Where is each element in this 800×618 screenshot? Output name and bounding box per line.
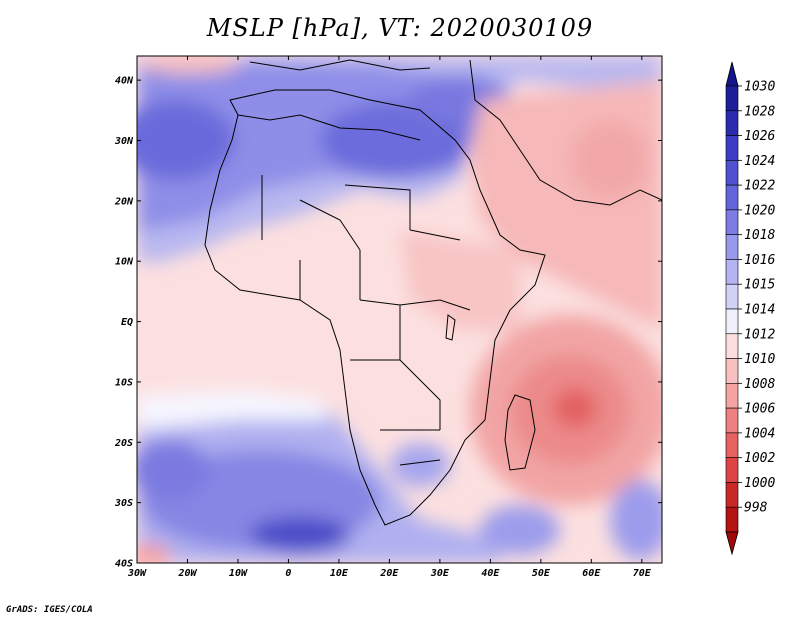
colorbar-label: 1026 — [744, 129, 775, 144]
lat-label: EQ — [121, 317, 133, 328]
lon-label: 30E — [430, 568, 450, 579]
lon-label: 60E — [582, 568, 601, 579]
colorbar-label: 1018 — [744, 228, 775, 243]
lat-label: 20S — [114, 438, 133, 449]
colorbar-swatch — [725, 234, 739, 260]
longitude-axis: 30W 20W 10W 0 10E 20E 30E 40E 50E 60E 70E — [127, 56, 652, 579]
credit-text: GrADS: IGES/COLA — [6, 605, 93, 615]
colorbar-swatch — [725, 333, 739, 359]
plot-frame — [136, 55, 663, 564]
colorbar-label: 1002 — [744, 451, 775, 466]
colorbar-bottom-arrow — [725, 531, 739, 556]
colorbar-swatch — [725, 160, 739, 186]
lon-label: 40E — [481, 568, 500, 579]
colorbar-swatch — [725, 184, 739, 211]
colorbar-swatch — [725, 358, 739, 384]
pressure-field — [137, 56, 662, 563]
colorbar-swatch — [725, 85, 739, 112]
colorbar-swatch — [725, 482, 739, 508]
colorbar-top-arrow — [725, 61, 739, 87]
lat-label: 10N — [115, 257, 134, 268]
colorbar-label: 1015 — [744, 278, 775, 293]
colorbar-label: 1008 — [744, 377, 775, 392]
colorbar-swatch — [725, 259, 739, 285]
colorbar-label: 1024 — [744, 154, 775, 169]
colorbar-label: 1030 — [744, 80, 775, 95]
colorbar-swatch — [725, 407, 739, 434]
colorbar-label: 998 — [744, 501, 768, 516]
lon-label: 70E — [633, 568, 652, 579]
colorbar-swatch — [725, 432, 739, 458]
colorbar-label: 1000 — [744, 476, 775, 491]
colorbar-swatch — [725, 110, 739, 136]
map-title: MSLP [hPa], VT: 2020030109 — [206, 14, 594, 42]
colorbar-swatch — [725, 308, 739, 335]
lat-label: 10S — [115, 377, 133, 388]
colorbar-label: 1022 — [744, 179, 775, 194]
lon-label: 10E — [330, 568, 349, 579]
lon-label: 20W — [177, 568, 197, 579]
colorbar-label: 1004 — [744, 426, 775, 441]
lat-label: 40N — [115, 76, 134, 87]
colorbar-label: 1012 — [744, 327, 775, 342]
coastlines — [204, 59, 662, 526]
lon-label: 50E — [532, 568, 551, 579]
lat-label: 40S — [115, 559, 133, 570]
colorbar-swatch — [725, 283, 739, 310]
colorbar-swatch — [725, 506, 739, 533]
latitude-axis: 40N 30N 20N 10N EQ 10S 20S 30S 40S — [114, 76, 662, 570]
lat-label: 20N — [114, 196, 134, 207]
lon-label: 10W — [229, 568, 248, 579]
lon-label: 0 — [285, 568, 291, 579]
colorbar-label: 1014 — [744, 303, 775, 318]
lat-label: 30N — [114, 136, 134, 147]
colorbar-label: 1010 — [744, 352, 775, 367]
colorbar-label: 1020 — [744, 203, 775, 218]
colorbar-label: 1028 — [744, 104, 775, 119]
lon-label: 20E — [379, 568, 399, 579]
colorbar-label: 1006 — [744, 402, 775, 417]
colorbar-swatch — [725, 135, 739, 161]
colorbar-label: 1016 — [744, 253, 775, 268]
lon-label: 30W — [127, 568, 147, 579]
lat-label: 30S — [114, 498, 133, 509]
colorbar-swatch — [725, 383, 739, 409]
colorbar-swatch — [725, 209, 739, 235]
colorbar-swatch — [725, 457, 739, 483]
colorbar: 1030 1028 1026 1024 1022 1020 1018 1016 1015 1014… — [725, 61, 775, 556]
